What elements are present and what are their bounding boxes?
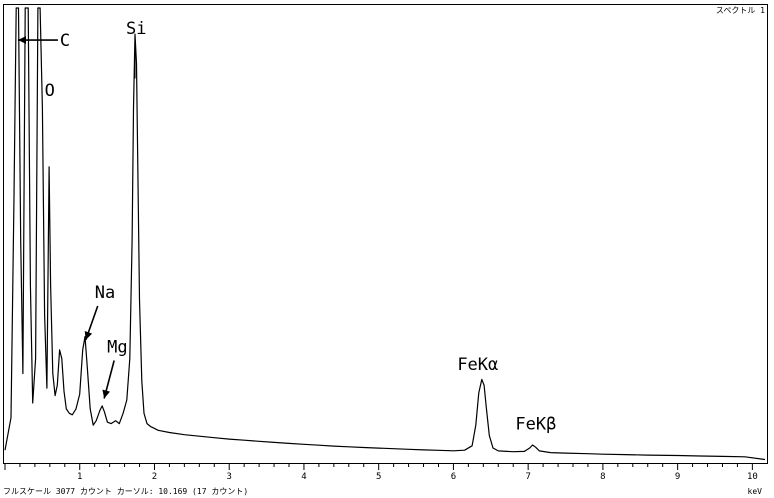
annotation-mg-arrow-head: [102, 389, 111, 399]
spectrum-label: スペクトル 1: [716, 6, 765, 15]
annotation-mg-label: Mg: [107, 338, 127, 358]
x-tick-label: 6: [451, 472, 456, 482]
x-tick-label: 10: [747, 472, 758, 482]
x-tick-label: 3: [226, 472, 231, 482]
x-tick-label: 8: [600, 472, 605, 482]
x-axis-ticks: 1 2 3 4 5 6 7 8 9 10: [4, 463, 758, 482]
x-tick-label: 7: [525, 472, 530, 482]
x-tick-label: 2: [152, 472, 157, 482]
status-text: フルスケール 3077 カウント カーソル: 10.169 (17 カウント): [3, 487, 248, 496]
x-tick-label: 9: [675, 472, 680, 482]
annotation-fe-kb-label: FeKβ: [515, 415, 556, 435]
annotation-o-label: O: [45, 81, 55, 101]
annotation-c-label: C: [60, 31, 70, 51]
x-tick-label: 4: [301, 472, 306, 482]
annotation-na-arrow-head: [84, 331, 93, 340]
x-tick-label: 1: [77, 472, 82, 482]
annotation-fe-ka-label: FeKα: [457, 355, 498, 375]
x-tick-label: 5: [376, 472, 381, 482]
spectrum-line: [4, 7, 766, 461]
x-axis-unit-label: keV: [748, 487, 763, 496]
plot-frame: [3, 4, 768, 464]
annotation-na-label: Na: [95, 283, 115, 303]
annotation-si-label: Si: [126, 19, 146, 39]
peak-annotations: C O Si Na Mg FeKα FeKβ: [17, 19, 556, 435]
annotation-c-arrow-head: [17, 36, 27, 44]
